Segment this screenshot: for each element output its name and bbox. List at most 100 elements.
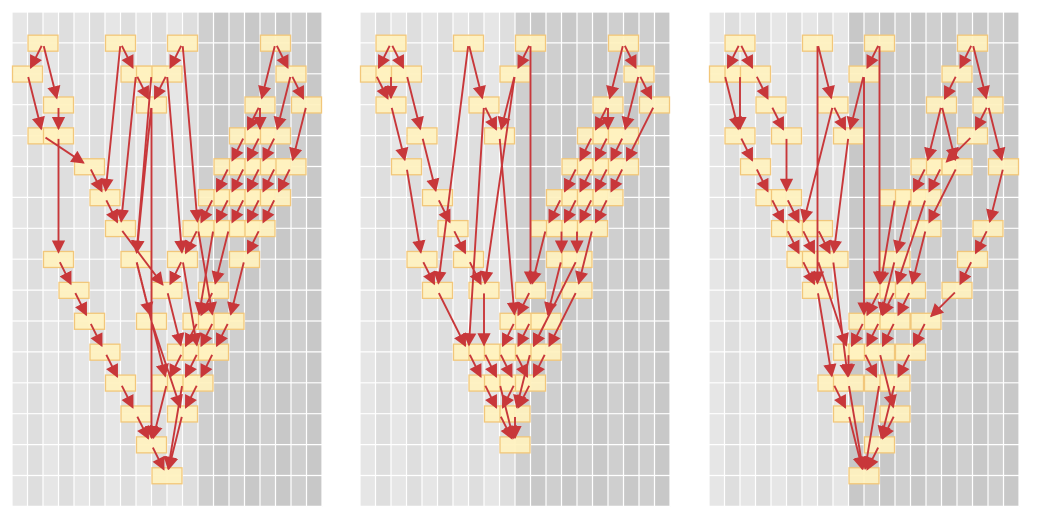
graph-edge-arrow	[548, 199, 562, 224]
graph-edge-arrow	[517, 385, 531, 409]
graph-edge-arrow	[258, 45, 276, 100]
graph-edge-arrow	[945, 137, 972, 163]
graph-edge-arrow	[262, 169, 276, 193]
graph-edge-arrow	[105, 199, 119, 224]
graph-node	[956, 127, 989, 145]
graph-edge-arrow	[930, 291, 956, 318]
graph-node	[956, 250, 989, 269]
graph-edge-arrow	[833, 107, 847, 131]
graph-edge-arrow	[135, 262, 154, 316]
graph-edge-arrow	[484, 385, 498, 409]
graph-node	[228, 250, 261, 269]
graph-edge-arrow	[771, 199, 785, 224]
graph-node	[259, 127, 292, 145]
graph-edge-arrow	[897, 354, 911, 379]
graph-node	[739, 65, 772, 83]
graph-edge-arrow	[848, 416, 866, 471]
graph-edge-arrow	[289, 107, 307, 162]
graph-edge-arrow	[866, 292, 880, 317]
graph-edge-arrow	[881, 416, 895, 440]
graph-node	[259, 189, 292, 207]
graph-edge-arrow	[468, 354, 482, 379]
graph-edge-arrow	[860, 385, 880, 471]
graph-edge-arrow	[866, 323, 880, 348]
graph-node	[755, 96, 787, 114]
graph-edge-arrow	[893, 200, 911, 254]
graph-edge-arrow	[828, 138, 850, 254]
graph-edge-arrow	[755, 169, 769, 193]
graph-node	[275, 65, 307, 83]
graph-edge-arrow	[105, 354, 119, 379]
graph-edge-arrow	[200, 199, 214, 224]
graph-node	[987, 158, 1020, 176]
graph-node	[104, 374, 137, 392]
graph-edge-arrow	[786, 230, 800, 255]
graph-edge-arrow	[406, 76, 424, 131]
graph-edge-arrow	[74, 292, 88, 317]
graph-node	[724, 34, 756, 52]
graph-edge-arrow	[594, 199, 608, 224]
graph-edge-arrow	[182, 262, 202, 347]
graph-edge-arrow	[100, 46, 122, 193]
graph-edge-arrow	[771, 107, 785, 131]
graph-node	[879, 374, 911, 392]
graph-node	[941, 65, 973, 83]
graph-edge-arrow	[563, 169, 577, 193]
graph-node	[275, 158, 307, 176]
graph-edge-arrow	[165, 416, 183, 471]
panel-c	[708, 11, 1020, 507]
graph-edge-arrow	[517, 45, 531, 70]
graph-node	[89, 343, 121, 361]
graph-edge-arrow	[832, 262, 853, 378]
graph-edge-arrow	[433, 46, 470, 285]
graph-node	[135, 436, 168, 454]
graph-edge-arrow	[211, 231, 230, 285]
graph-edge-arrow	[501, 323, 515, 348]
graph-edge-arrow	[881, 323, 895, 348]
graph-edge-arrow	[27, 76, 45, 131]
graph-edge-arrow	[163, 385, 183, 471]
graph-edge-arrow	[848, 385, 868, 471]
graph-edge-arrow	[497, 76, 516, 131]
graph-edge-arrow	[200, 323, 214, 348]
graph-edge-arrow	[184, 385, 198, 409]
graph-edge-arrow	[58, 261, 72, 286]
graph-edge-arrow	[912, 323, 926, 348]
graph-edge-arrow	[943, 76, 957, 100]
graph-nodes	[11, 34, 323, 485]
graph-edge-arrow	[517, 292, 531, 317]
graph-edge-arrow	[166, 76, 188, 254]
graph-node	[607, 158, 640, 176]
graph-edge-arrow	[517, 323, 531, 348]
graph-edge-arrow	[277, 169, 291, 193]
graph-edge-arrow	[959, 45, 973, 70]
graph-edge-arrow	[120, 385, 134, 409]
graph-edge-arrow	[120, 45, 134, 70]
graph-node	[375, 34, 407, 52]
graph-edge-arrow	[850, 323, 864, 348]
graph-node	[89, 189, 121, 207]
graph-edge-arrow	[610, 138, 624, 162]
graph-edge-arrow	[802, 261, 816, 286]
graph-edges	[27, 45, 307, 471]
graph-edge-arrow	[390, 107, 409, 162]
graph-node	[104, 219, 137, 238]
graph-node	[863, 343, 896, 361]
panel-b	[359, 11, 671, 507]
graph-node	[406, 250, 438, 269]
graph-node	[197, 343, 230, 361]
graph-node	[42, 250, 75, 269]
graph-edge-arrow	[563, 199, 577, 224]
graph-node	[770, 189, 803, 207]
graph-node	[724, 127, 756, 145]
graph-edge-arrow	[200, 354, 214, 379]
graph-edge-arrow	[501, 385, 515, 409]
graph-edge-arrow	[864, 354, 878, 379]
graph-node	[406, 127, 438, 145]
graph-node	[879, 312, 911, 330]
graph-node	[73, 158, 106, 176]
graph-node	[561, 250, 593, 269]
graph-edge-arrow	[876, 200, 896, 285]
graph-edge-arrow	[974, 230, 988, 255]
graph-node	[58, 281, 90, 300]
